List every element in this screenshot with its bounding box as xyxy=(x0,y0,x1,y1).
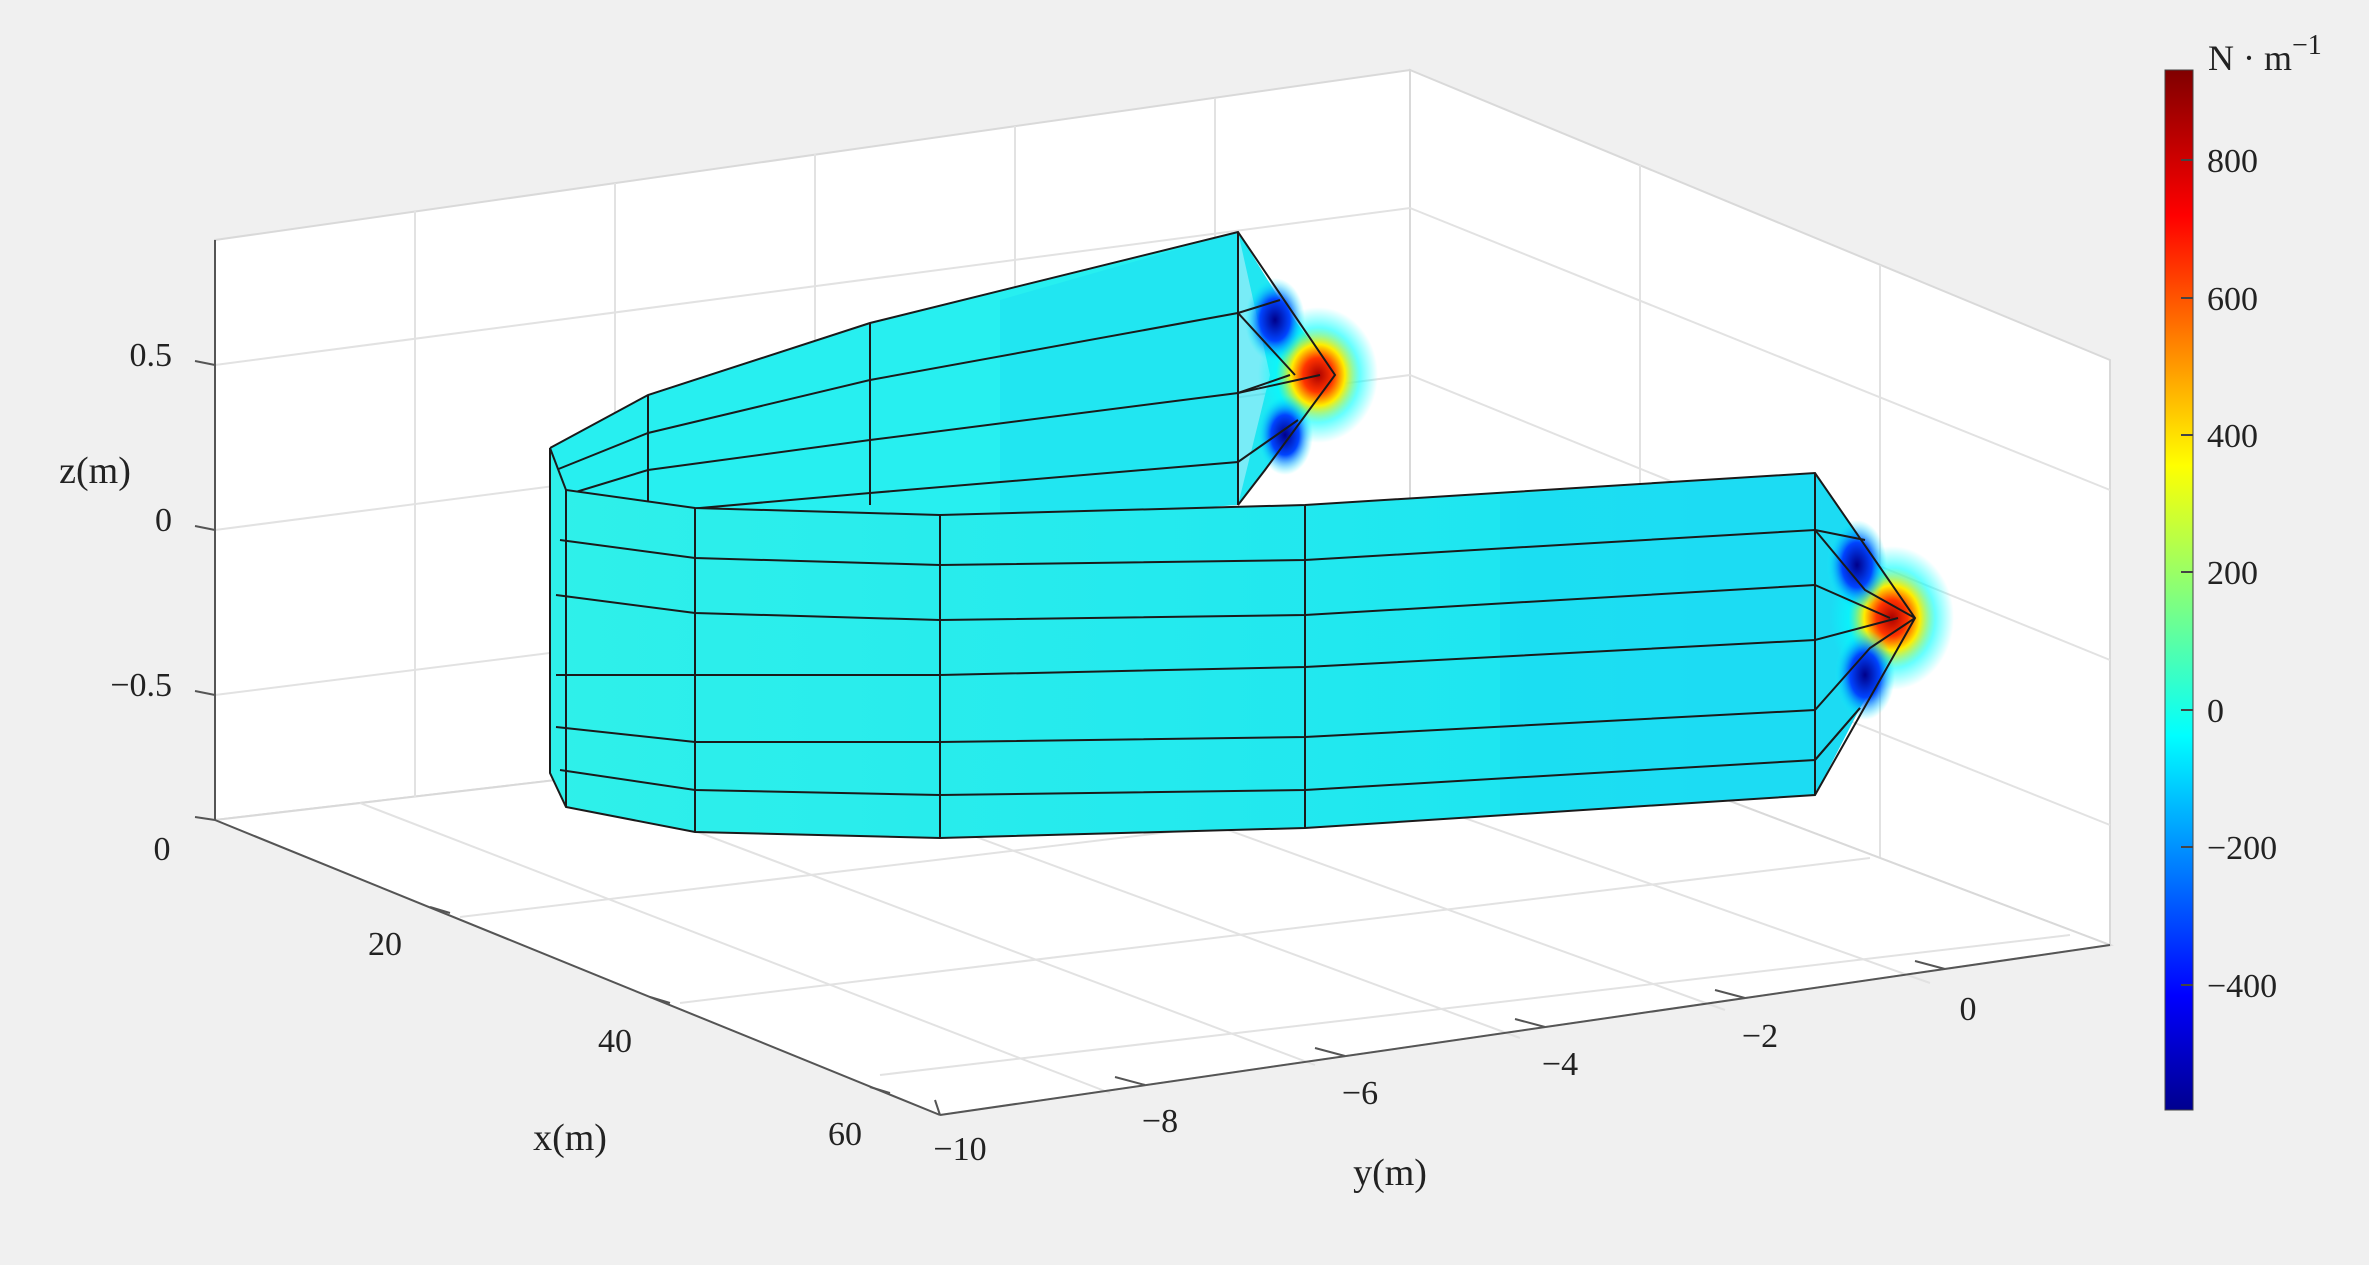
colorbar-tick-label: 400 xyxy=(2207,418,2258,455)
front-arm-surface xyxy=(549,447,1954,840)
z-tick-label: −0.5 xyxy=(110,667,172,704)
colorbar-unit-base: N · m xyxy=(2208,38,2292,78)
colorbar-tick-label: −200 xyxy=(2207,830,2277,867)
z-tick-label: 0.5 xyxy=(130,337,173,374)
colorbar-gradient xyxy=(2164,69,2194,1111)
x-axis-label: x(m) xyxy=(533,1117,607,1159)
x-axis-ticks: 0 20 40 60 xyxy=(154,831,863,1153)
colorbar-unit: N · m−1 xyxy=(2208,30,2322,78)
y-axis-ticks: −10 −8 −6 −4 −2 0 xyxy=(933,991,1976,1168)
y-tick-label: 0 xyxy=(1960,991,1977,1028)
colorbar-tick-label: 200 xyxy=(2207,555,2258,592)
z-axis-label: z(m) xyxy=(59,450,131,492)
y-tick-label: −6 xyxy=(1342,1075,1378,1112)
colorbar-tick-label: 0 xyxy=(2207,693,2224,730)
y-tick-label: −10 xyxy=(933,1131,986,1168)
tick-marks xyxy=(194,360,1946,1116)
x-tick-label: 20 xyxy=(368,926,402,963)
colorbar: 800 600 400 200 0 −200 −400 N · m−1 xyxy=(2164,30,2322,1111)
y-tick-label: −2 xyxy=(1742,1018,1778,1055)
z-tick-label: 0 xyxy=(155,502,172,539)
colorbar-tick-label: −400 xyxy=(2207,968,2277,1005)
colorbar-unit-exponent: −1 xyxy=(2292,30,2322,61)
y-axis-label: y(m) xyxy=(1353,1152,1427,1194)
y-tick-label: −8 xyxy=(1142,1103,1178,1140)
back-arm-surface xyxy=(549,230,1378,570)
x-tick-label: 60 xyxy=(828,1116,862,1153)
y-tick-label: −4 xyxy=(1542,1046,1578,1083)
colorbar-tick-label: 800 xyxy=(2207,143,2258,180)
z-axis-ticks: 0.5 0 −0.5 xyxy=(110,337,172,704)
x-tick-label: 40 xyxy=(598,1023,632,1060)
x-tick-label: 0 xyxy=(154,831,171,868)
colorbar-tick-label: 600 xyxy=(2207,281,2258,318)
